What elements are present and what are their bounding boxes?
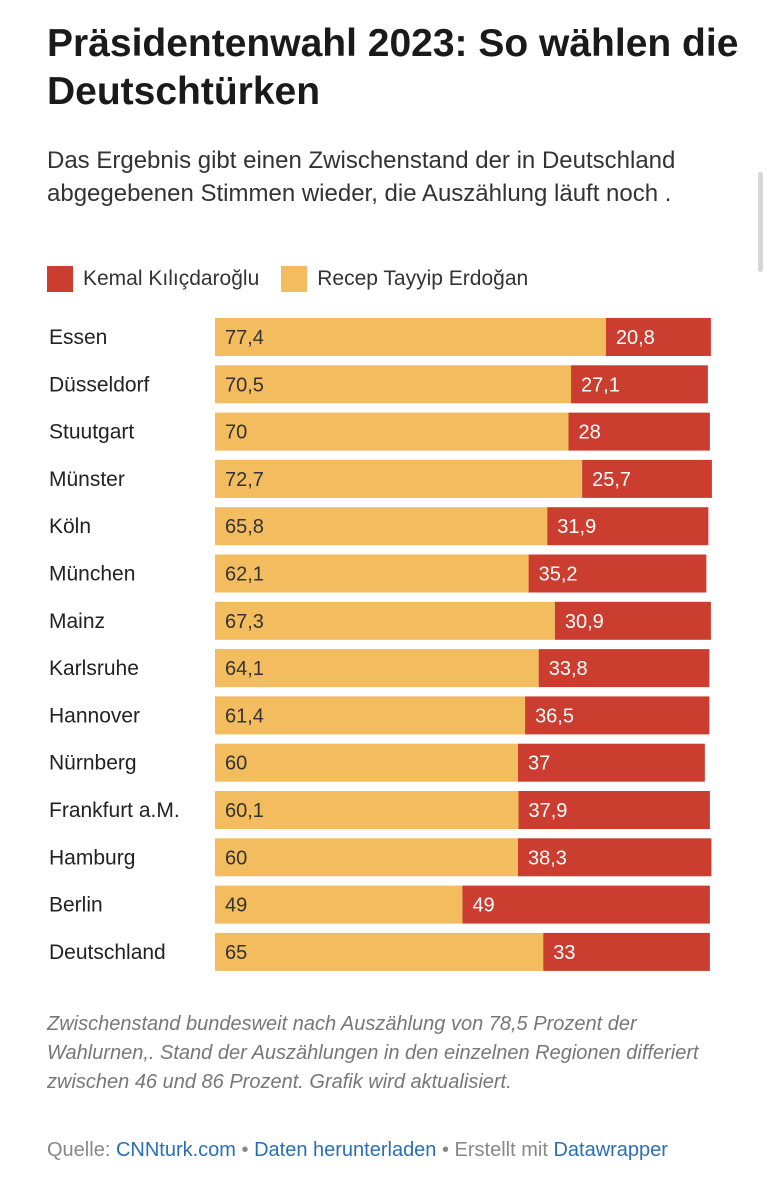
- value-label-erdogan: 60,1: [225, 800, 264, 822]
- legend-item-erdogan: Recep Tayyip Erdoğan: [281, 266, 528, 292]
- bar-kilicdaroglu: [525, 696, 710, 735]
- legend-swatch-kilicdaroglu: [47, 266, 73, 292]
- bar-erdogan: [215, 601, 555, 640]
- category-label: Nürnberg: [49, 752, 137, 775]
- bar-erdogan: [215, 507, 548, 546]
- value-label-kilicdaroglu: 38,3: [528, 847, 567, 869]
- value-label-erdogan: 65: [225, 942, 247, 964]
- datawrapper-link[interactable]: Datawrapper: [553, 1139, 668, 1161]
- stacked-bar-chart: Essen 77,4 20,8 Düsseldorf 70,5 27,1 Stuutgart…: [49, 318, 712, 971]
- value-label-erdogan: 65,8: [225, 516, 264, 538]
- value-label-erdogan: 70: [225, 422, 247, 444]
- value-label-erdogan: 64,1: [225, 658, 264, 680]
- bar-kilicdaroglu: [571, 365, 708, 404]
- value-label-erdogan: 72,7: [225, 469, 264, 491]
- value-label-erdogan: 77,4: [225, 327, 264, 349]
- category-label: Münster: [49, 468, 125, 491]
- value-label-kilicdaroglu: 36,5: [535, 705, 574, 727]
- chart-legend: Kemal Kılıçdaroğlu Recep Tayyip Erdoğan: [47, 263, 550, 295]
- value-label-kilicdaroglu: 49: [472, 895, 494, 917]
- source-line: Quelle: CNNturk.com • Daten herunterlade…: [47, 1139, 747, 1162]
- bar-erdogan: [215, 412, 569, 451]
- bar-kilicdaroglu: [518, 743, 705, 782]
- category-label: Mainz: [49, 610, 105, 633]
- bar-kilicdaroglu: [518, 791, 710, 829]
- value-label-erdogan: 62,1: [225, 564, 264, 586]
- category-label: Hannover: [49, 704, 140, 727]
- bar-erdogan: [215, 318, 606, 356]
- legend-label-kilicdaroglu: Kemal Kılıçdaroğlu: [83, 267, 260, 290]
- category-label: Deutschland: [49, 941, 166, 964]
- source-link[interactable]: CNNturk.com: [115, 1139, 236, 1161]
- value-label-erdogan: 67,3: [225, 611, 264, 633]
- bar-kilicdaroglu: [568, 412, 710, 451]
- value-label-kilicdaroglu: 30,9: [565, 611, 604, 633]
- value-label-erdogan: 70,5: [225, 374, 264, 396]
- chart-title: Präsidentenwahl 2023: So wählen die Deut…: [47, 22, 739, 113]
- value-label-erdogan: 61,4: [225, 705, 264, 727]
- category-label: Köln: [49, 515, 91, 538]
- chart-subtitle: Das Ergebnis gibt einen Zwischenstand de…: [47, 147, 676, 207]
- category-label: Berlin: [49, 894, 103, 917]
- value-label-kilicdaroglu: 37,9: [529, 800, 568, 822]
- bar-erdogan: [215, 365, 572, 404]
- value-label-kilicdaroglu: 33: [553, 942, 575, 964]
- value-label-kilicdaroglu: 37: [528, 753, 550, 775]
- bar-erdogan: [215, 459, 583, 498]
- value-label-kilicdaroglu: 33,8: [549, 658, 588, 680]
- value-label-kilicdaroglu: 20,8: [616, 327, 655, 349]
- download-data-link[interactable]: Daten herunterladen: [254, 1139, 437, 1161]
- value-label-kilicdaroglu: 31,9: [557, 516, 596, 538]
- bar-erdogan: [215, 649, 539, 688]
- value-label-kilicdaroglu: 25,7: [592, 469, 631, 491]
- bar-erdogan: [215, 885, 463, 924]
- source-separator: •: [235, 1139, 255, 1161]
- bar-kilicdaroglu: [538, 649, 710, 688]
- category-label: Düsseldorf: [49, 373, 150, 396]
- bar-erdogan: [215, 791, 519, 829]
- bar-erdogan: [215, 932, 544, 971]
- value-label-kilicdaroglu: 28: [579, 422, 601, 444]
- bar-kilicdaroglu: [518, 838, 712, 877]
- category-label: Hamburg: [49, 846, 135, 869]
- bar-erdogan: [215, 838, 518, 877]
- bar-kilicdaroglu: [582, 459, 712, 498]
- bar-kilicdaroglu: [605, 318, 711, 356]
- category-label: Karlsruhe: [49, 657, 139, 680]
- value-label-erdogan: 60: [225, 847, 247, 869]
- bar-erdogan: [215, 696, 526, 735]
- value-label-erdogan: 60: [225, 753, 247, 775]
- bar-erdogan: [215, 743, 518, 782]
- scrollbar[interactable]: [758, 172, 763, 272]
- bar-kilicdaroglu: [528, 554, 707, 593]
- chart-notes: Zwischenstand bundesweit nach Auszählung…: [47, 1013, 699, 1093]
- value-label-kilicdaroglu: 27,1: [581, 374, 620, 396]
- category-label: München: [49, 563, 135, 586]
- bar-kilicdaroglu: [547, 507, 709, 546]
- bar-erdogan: [215, 554, 529, 593]
- bar-kilicdaroglu: [554, 601, 711, 640]
- value-label-kilicdaroglu: 35,2: [539, 564, 578, 586]
- category-label: Essen: [49, 326, 107, 349]
- legend-label-erdogan: Recep Tayyip Erdoğan: [317, 267, 529, 290]
- bar-kilicdaroglu: [543, 932, 710, 971]
- bar-kilicdaroglu: [462, 885, 710, 924]
- created-with-text: • Erstellt mit: [436, 1139, 554, 1161]
- legend-swatch-erdogan: [281, 266, 308, 292]
- source-prefix: Quelle:: [47, 1139, 116, 1161]
- legend-item-kilicdaroglu: Kemal Kılıçdaroğlu: [47, 266, 259, 292]
- category-label: Stuutgart: [49, 421, 134, 444]
- value-label-erdogan: 49: [225, 895, 247, 917]
- category-label: Frankfurt a.M.: [49, 799, 180, 822]
